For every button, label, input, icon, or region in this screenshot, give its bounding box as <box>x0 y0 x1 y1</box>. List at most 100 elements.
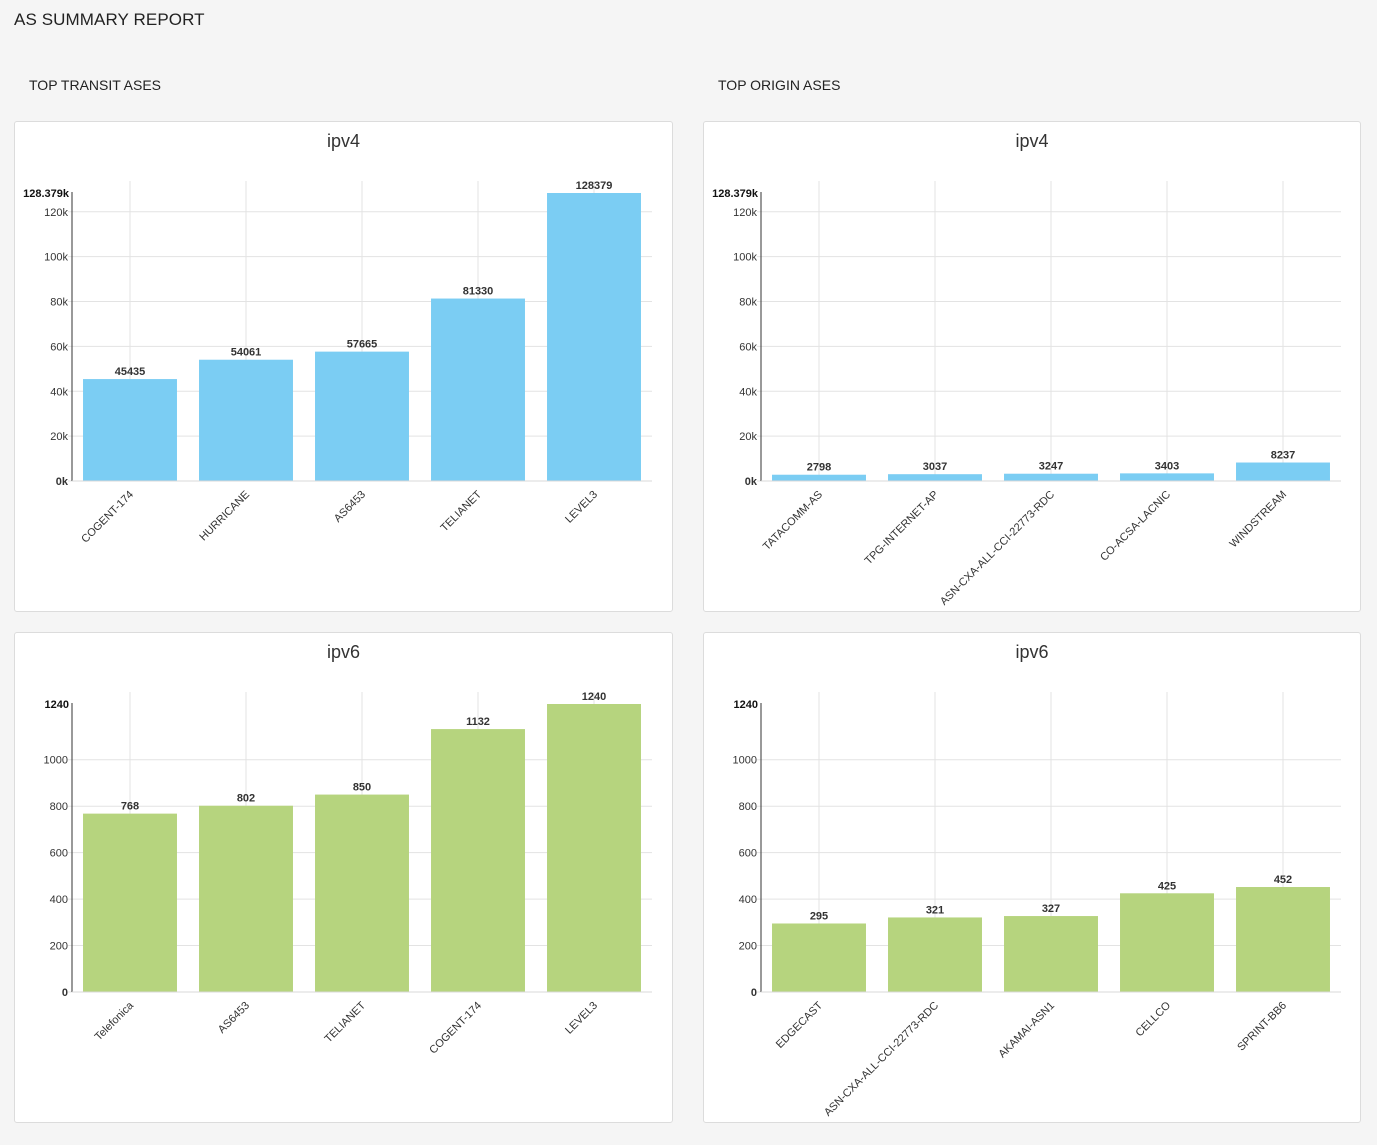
x-tick-label: SPRINT-BB6 <box>1235 1000 1289 1054</box>
y-tick-label: 60k <box>739 341 757 353</box>
chart-transit-ipv4: 0k 20k 40k 60k 80k 100k 120k 128.379k 45435 COGEN… <box>23 180 652 546</box>
bar-value-label: 3403 <box>1155 460 1179 472</box>
chart-card-transit-ipv4: ipv4 0k 20k 40k 60k 80k 100k 120k 128.379k 45435… <box>14 121 673 612</box>
y-max-label: 128.379k <box>23 188 70 200</box>
y-max-label: 128.379k <box>712 188 759 200</box>
chart-card-transit-ipv6: ipv6 0 200 400 600 800 1000 1240 768 Telefonica 8… <box>14 632 673 1123</box>
y-tick-label: 120k <box>733 207 757 219</box>
bar-asn-cxa-all-cci-22773-rdc <box>888 917 982 992</box>
y-tick-label: 120k <box>44 207 68 219</box>
bar-value-label: 45435 <box>115 366 146 378</box>
bar-asn-cxa-all-cci-22773-rdc <box>1004 473 1098 481</box>
y-tick-label: 0 <box>62 987 68 999</box>
y-tick-label: 0 <box>751 987 757 999</box>
x-tick-label: COGENT-174 <box>427 1000 484 1057</box>
x-tick-label: Telefonica <box>93 999 137 1043</box>
y-tick-label: 0k <box>56 476 69 488</box>
bar-value-label: 1240 <box>582 691 606 703</box>
chart-title: ipv6 <box>1015 642 1049 662</box>
chart-origin-ipv6: 0 200 400 600 800 1000 1240 295 EDGECAST 321 ASN-C… <box>733 692 1341 1119</box>
bar-tatacomm-as <box>772 474 866 481</box>
y-tick-label: 200 <box>50 941 68 953</box>
bar-value-label: 81330 <box>463 286 494 298</box>
x-tick-label: AS6453 <box>216 1000 252 1036</box>
bar-value-label: 54061 <box>231 347 262 359</box>
bar-level3 <box>547 193 641 481</box>
bar-windstream <box>1236 462 1330 481</box>
y-tick-label: 20k <box>739 431 757 443</box>
x-tick-label: LEVEL3 <box>563 489 600 526</box>
x-tick-label: TELIANET <box>438 488 484 534</box>
chart-transit-ipv6: 0 200 400 600 800 1000 1240 768 Telefonica 802 AS6… <box>44 691 652 1057</box>
bar-akamai-asn1 <box>1004 916 1098 992</box>
chart-title: ipv6 <box>326 642 361 662</box>
y-tick-label: 1000 <box>44 755 68 767</box>
x-tick-label: HURRICANE <box>197 489 252 544</box>
y-tick-label: 80k <box>739 297 757 309</box>
y-tick-label: 200 <box>739 941 757 953</box>
section-title-transit: TOP TRANSIT ASES <box>29 77 162 93</box>
y-tick-label: 20k <box>50 431 68 443</box>
bar-telianet <box>315 794 409 992</box>
y-tick-label: 1000 <box>733 755 757 767</box>
bar-value-label: 2798 <box>807 462 831 474</box>
x-tick-label: TELIANET <box>322 999 368 1045</box>
bar-value-label: 1132 <box>466 716 490 728</box>
x-tick-label: TPG-INTERNET-AP <box>863 489 941 567</box>
bar-value-label: 768 <box>121 801 139 813</box>
bar-value-label: 3247 <box>1039 461 1063 473</box>
y-tick-label: 40k <box>50 386 68 398</box>
chart-card-origin-ipv4: ipv4 0k 20k 40k 60k 80k 100k 120k 128.379k 2798 T… <box>703 121 1361 612</box>
bar-value-label: 452 <box>1274 874 1292 886</box>
bar-level3 <box>547 704 641 992</box>
x-tick-label: TATACOMM-AS <box>761 489 825 553</box>
x-tick-label: ASN-CXA-ALL-CCI-22773-RDC <box>938 489 1057 608</box>
bar-value-label: 295 <box>810 910 828 922</box>
chart-card-origin-ipv6: ipv6 0 200 400 600 800 1000 1240 295 EDGECAST 321… <box>703 632 1361 1123</box>
chart-title: ipv4 <box>1015 131 1049 151</box>
bar-cogent-174 <box>431 729 525 992</box>
bar-value-label: 3037 <box>923 461 947 473</box>
y-tick-label: 400 <box>50 894 68 906</box>
y-max-label: 1240 <box>45 699 69 711</box>
bar-tpg-internet-ap <box>888 474 982 481</box>
chart-title: ipv4 <box>326 131 361 151</box>
x-tick-label: ASN-CXA-ALL-CCI-22773-RDC <box>822 1000 941 1119</box>
bar-value-label: 850 <box>353 782 371 794</box>
bar-hurricane <box>199 359 293 481</box>
section-title-origin: TOP ORIGIN ASES <box>718 77 841 93</box>
bar-value-label: 128379 <box>576 180 613 192</box>
bar-co-acsa-lacnic <box>1120 473 1214 481</box>
bar-value-label: 802 <box>237 793 255 805</box>
bar-as6453 <box>199 805 293 992</box>
x-tick-label: CO-ACSA-LACNIC <box>1098 489 1173 564</box>
bar-telianet <box>431 298 525 481</box>
y-tick-label: 80k <box>50 297 68 309</box>
bar-sprint-bb6 <box>1236 887 1330 992</box>
y-tick-label: 800 <box>739 801 757 813</box>
x-tick-label: WINDSTREAM <box>1227 489 1289 551</box>
bar-cogent-174 <box>83 379 177 481</box>
bar-edgecast <box>772 923 866 992</box>
y-tick-label: 600 <box>50 848 68 860</box>
bar-value-label: 321 <box>926 904 944 916</box>
y-tick-label: 0k <box>745 476 758 488</box>
y-tick-label: 100k <box>733 252 757 264</box>
y-tick-label: 40k <box>739 386 757 398</box>
x-tick-label: EDGECAST <box>774 999 825 1050</box>
x-tick-label: AS6453 <box>332 489 368 525</box>
bar-telefonica <box>83 813 177 992</box>
y-tick-label: 400 <box>739 894 757 906</box>
y-max-label: 1240 <box>734 699 758 711</box>
bar-value-label: 425 <box>1158 880 1176 892</box>
x-tick-label: COGENT-174 <box>79 489 136 546</box>
y-tick-label: 60k <box>50 341 68 353</box>
bar-cellco <box>1120 893 1214 992</box>
bar-value-label: 8237 <box>1271 450 1295 462</box>
y-tick-label: 800 <box>50 801 68 813</box>
page-title: AS SUMMARY REPORT <box>14 10 205 29</box>
chart-origin-ipv4: 0k 20k 40k 60k 80k 100k 120k 128.379k 2798 TATACO… <box>712 181 1341 608</box>
x-tick-label: AKAMAI-ASN1 <box>996 1000 1057 1061</box>
bar-value-label: 327 <box>1042 903 1060 915</box>
